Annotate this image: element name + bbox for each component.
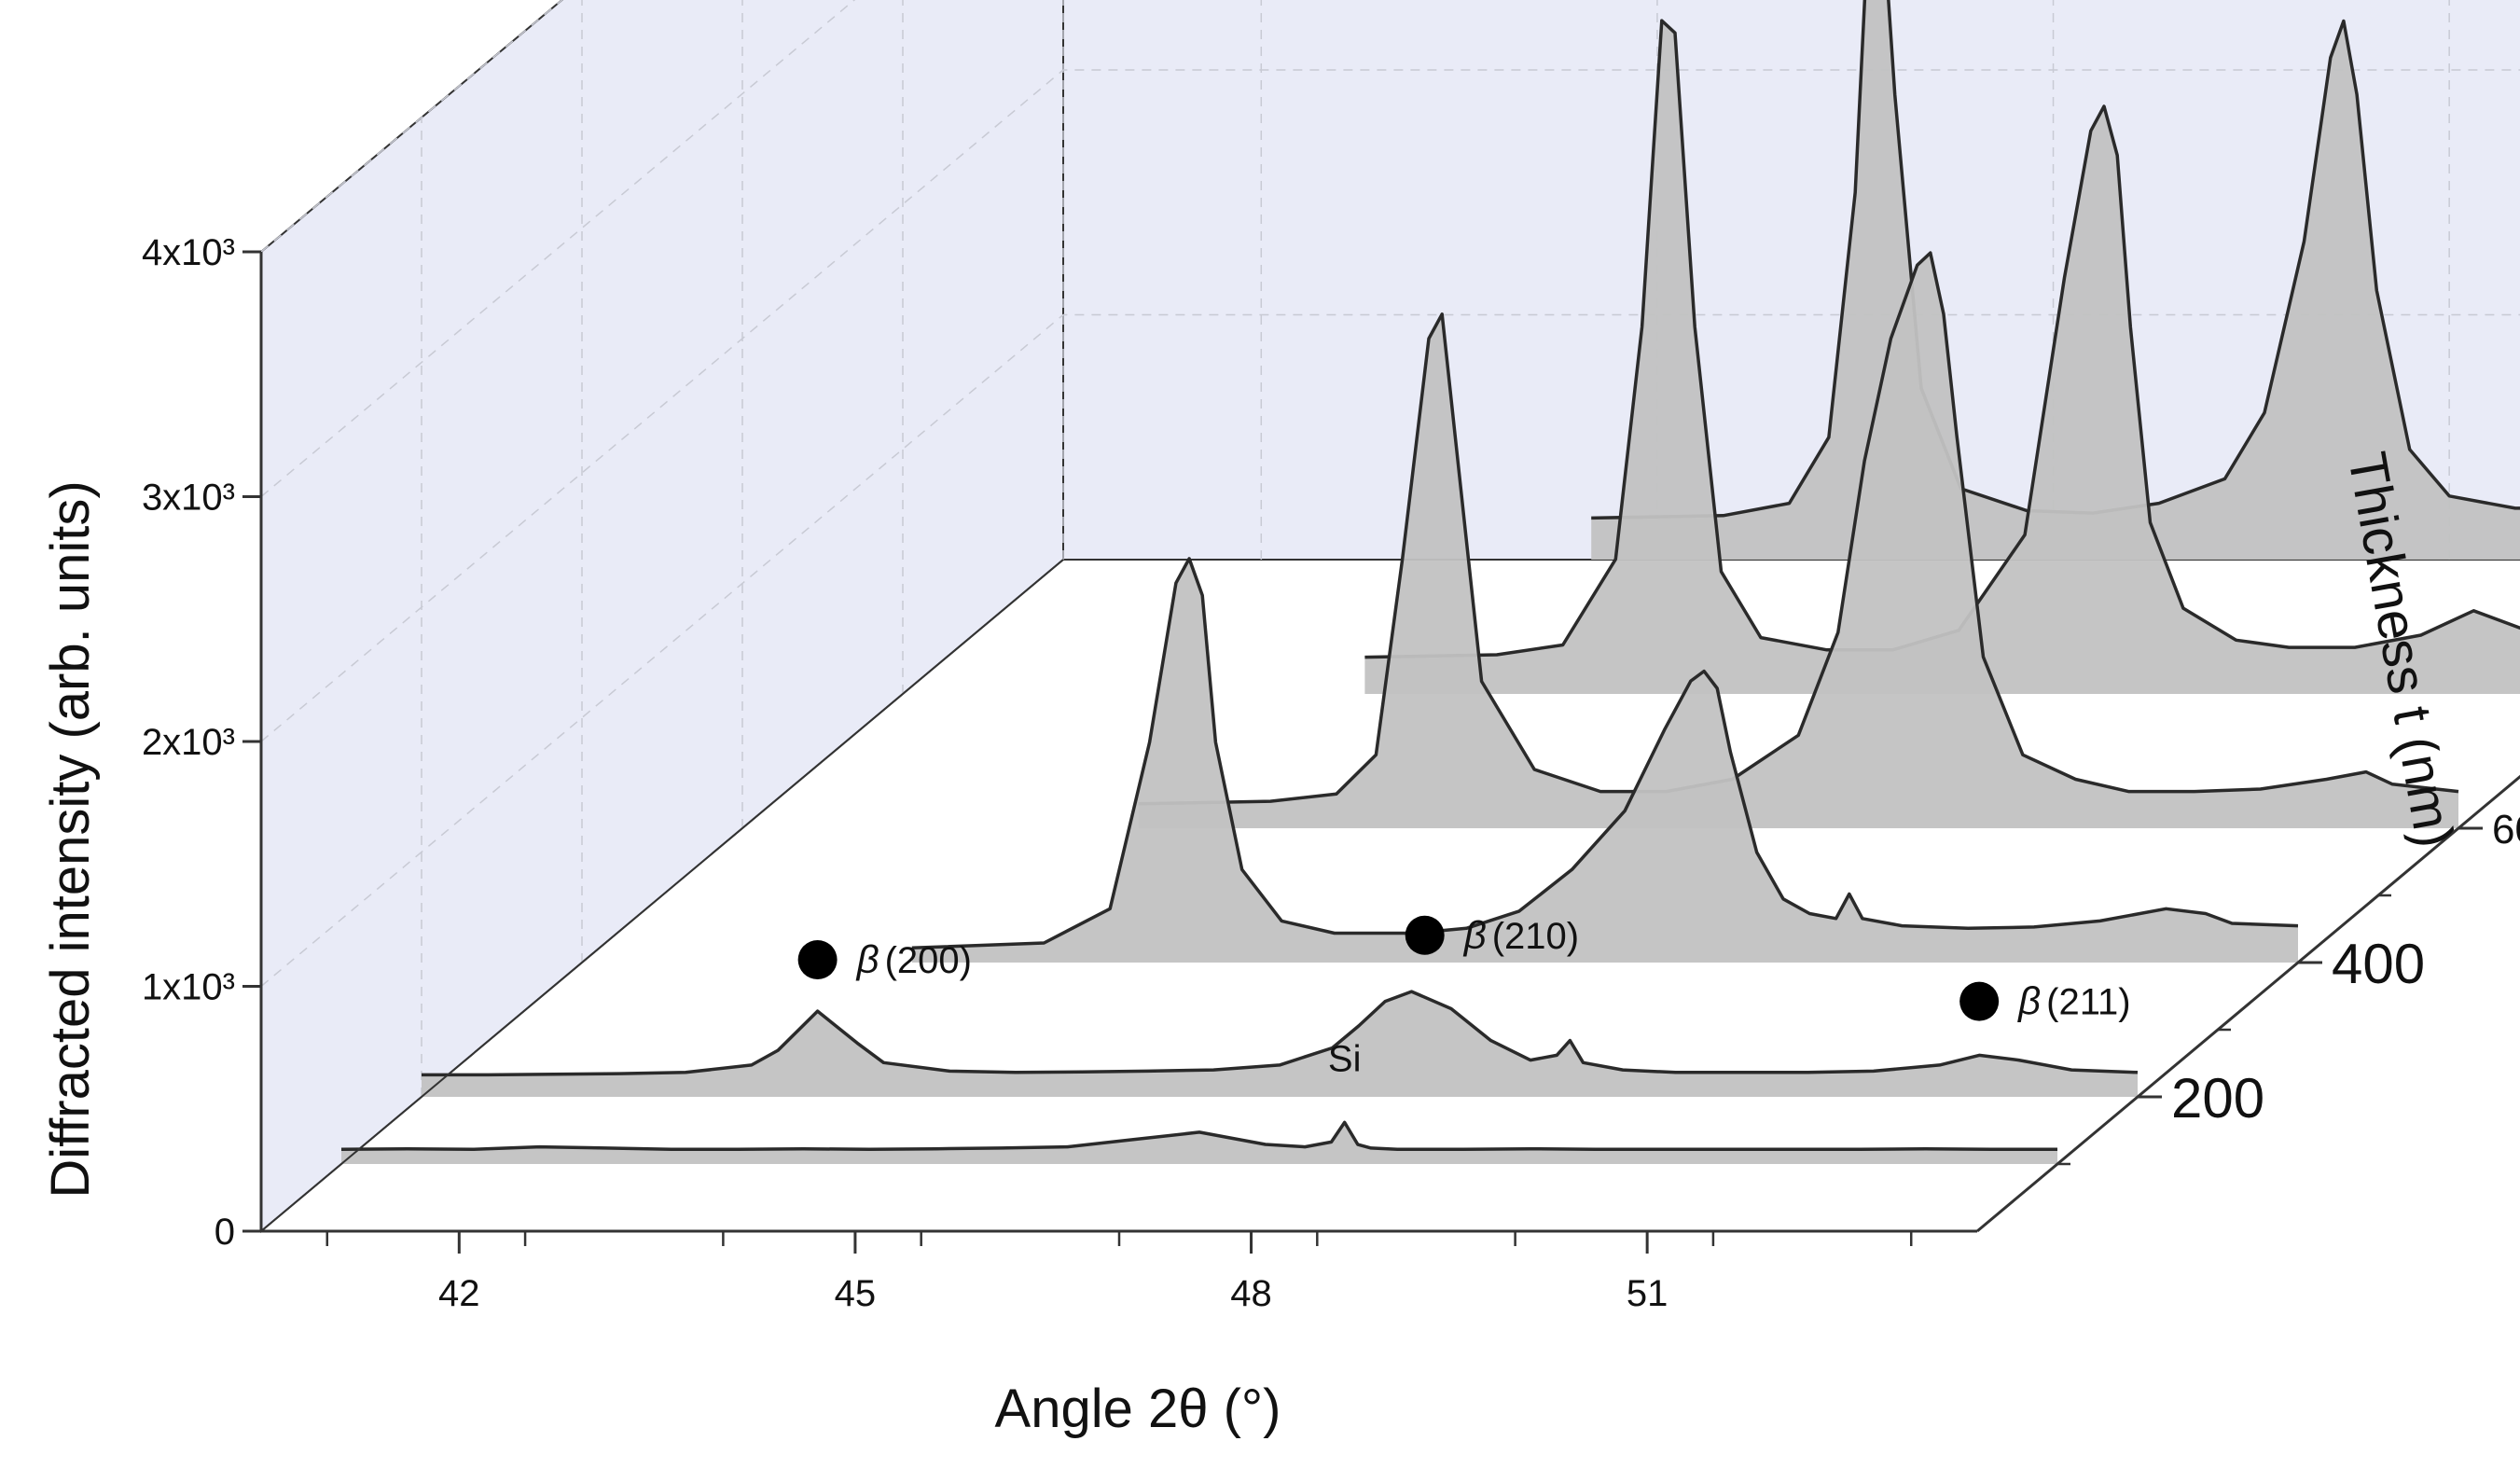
trace-fill-1000 — [1591, 0, 2520, 560]
annotation-4: Si — [1328, 1038, 1362, 1079]
trace-line-100 — [340, 1120, 2057, 1152]
trace-200 — [422, 990, 2139, 1097]
z-tick-label: 400 — [2332, 933, 2425, 995]
annotation-hkl-label: (210) — [1492, 916, 1579, 957]
trace-line-800 — [1364, 19, 2520, 659]
annotation-hkl-label: (200) — [885, 940, 972, 981]
trace-fill-400 — [911, 558, 2298, 963]
x-tick-label: 51 — [1627, 1273, 1668, 1314]
y-tick-label: 4x10³ — [142, 232, 235, 273]
trace-line-600 — [1138, 251, 2459, 806]
trace-100 — [340, 1120, 2057, 1164]
series-traces — [340, 0, 2520, 1164]
annotation-0: β (200) — [797, 937, 972, 981]
trace-line-400 — [911, 557, 2299, 950]
annotation-marker-circle — [1959, 981, 2000, 1021]
trace-fill-800 — [1364, 21, 2520, 694]
floor-left-edge — [260, 559, 1064, 1232]
y-tick-label: 2x10³ — [142, 722, 235, 763]
x-tick-label: 42 — [438, 1273, 480, 1314]
annotation-text: Si — [1328, 1038, 1362, 1079]
annotation-phase-symbol: β — [2016, 979, 2041, 1023]
trace-600 — [1138, 251, 2459, 829]
annotation-marker-circle — [797, 940, 838, 979]
y-tick-label: 1x10³ — [142, 967, 235, 1008]
annotation-phase-symbol: β — [855, 937, 879, 981]
annotation-hkl-label: (211) — [2046, 982, 2130, 1023]
x-tick-label: 45 — [835, 1273, 877, 1314]
trace-400 — [911, 557, 2299, 963]
annotation-marker-circle — [1405, 915, 1445, 955]
annotation-phase-symbol: β — [1462, 913, 1487, 957]
trace-fill-600 — [1138, 253, 2458, 829]
trace-line-1000 — [1591, 0, 2520, 520]
y-axis-title: Diffracted intensity (arb. units) — [40, 480, 101, 1198]
trace-1000 — [1591, 0, 2520, 560]
trace-fill-200 — [422, 991, 2138, 1097]
annotations: β(200)β(210)β(211)α(110)Si — [797, 913, 2131, 1079]
z-tick-label: 200 — [2171, 1067, 2264, 1129]
x-tick-label: 48 — [1230, 1273, 1272, 1314]
y-tick-label: 3x10³ — [142, 478, 235, 519]
x-axis-title: Angle 2θ (°) — [995, 1379, 1281, 1439]
y-tick-label: 0 — [215, 1212, 235, 1253]
axes: 4245485101x10³2x10³3x10³4x10³20040060080… — [142, 232, 2520, 1314]
trace-line-200 — [422, 990, 2139, 1077]
annotation-2: β (211) — [1959, 979, 2131, 1023]
z-tick-label: 600 — [2492, 807, 2520, 852]
left-wall-pane — [260, 0, 1064, 1234]
annotation-1: β (210) — [1405, 913, 1579, 957]
grid-y — [260, 313, 2520, 988]
trace-800 — [1364, 19, 2520, 694]
trace-fill-100 — [341, 1122, 2057, 1164]
